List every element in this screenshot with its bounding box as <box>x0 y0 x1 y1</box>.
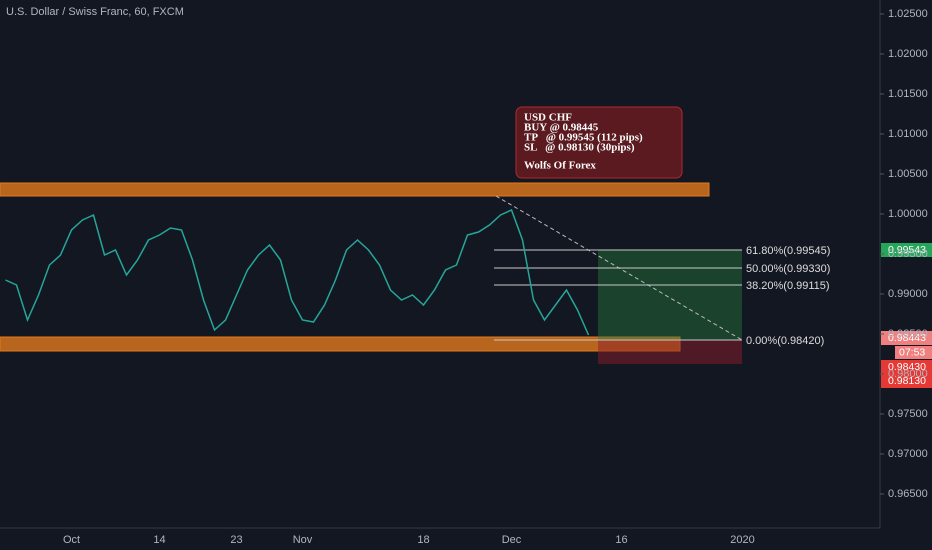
resistance-band <box>0 182 710 197</box>
y-tick-label: 0.98000 <box>888 368 928 380</box>
price-tag: 0.99543 <box>888 244 926 256</box>
x-tick-label: 16 <box>615 534 627 546</box>
x-tick-label: Dec <box>502 534 522 546</box>
fib-label: 50.00%(0.99330) <box>746 263 830 275</box>
x-tick-label: Nov <box>293 534 313 546</box>
note-line: TP @ 0.99545 (112 pips) <box>524 132 643 144</box>
countdown-tag: 07:53 <box>899 346 925 358</box>
note-line: USD CHF <box>524 112 572 124</box>
y-tick-label: 1.01000 <box>888 128 928 140</box>
price-tag-bg <box>881 374 932 388</box>
y-tick-label: 1.00000 <box>888 208 928 220</box>
x-tick-label: Oct <box>63 534 80 546</box>
y-tick-label: 1.00500 <box>888 168 928 180</box>
y-tick-label: 0.97000 <box>888 448 928 460</box>
x-tick-label: 23 <box>230 534 242 546</box>
price-tag-bg <box>895 346 932 359</box>
fib-label: 38.20%(0.99115) <box>746 280 830 292</box>
note-box: USD CHF BUY @ 0.98445 TP @ 0.99545 (112 … <box>515 106 683 179</box>
y-tick-label: 1.01500 <box>888 88 928 100</box>
y-tick-label: 0.96500 <box>888 488 928 500</box>
y-tick-label: 0.99500 <box>888 248 928 260</box>
note-background <box>515 106 683 179</box>
note-line: Wolfs Of Forex <box>524 160 596 172</box>
fib-label: 61.80%(0.99545) <box>746 245 830 257</box>
y-tick-label: 0.98500 <box>888 328 928 340</box>
y-tick-label: 0.97500 <box>888 408 928 420</box>
y-tick-label: 1.02500 <box>888 8 928 20</box>
profit-zone <box>598 250 742 340</box>
x-tick-label: 18 <box>417 534 429 546</box>
chart-title: U.S. Dollar / Swiss Franc, 60, FXCM <box>6 6 184 18</box>
note-line: BUY @ 0.98445 <box>524 122 599 134</box>
price-tag: 0.98430 <box>888 361 926 373</box>
y-tick-label: 1.02000 <box>888 48 928 60</box>
price-tag: 0.98443 <box>888 332 926 344</box>
y-tick-label: 0.99000 <box>888 288 928 300</box>
price-tag-bg <box>881 331 932 345</box>
price-line <box>5 208 590 336</box>
price-tag-bg <box>881 243 932 257</box>
price-tag: 0.98130 <box>888 375 926 387</box>
fib-label: 0.00%(0.98420) <box>746 335 824 347</box>
loss-zone <box>598 340 742 364</box>
support-band <box>0 336 681 352</box>
note-line: SL @ 0.98130 (30pips) <box>524 142 635 154</box>
x-tick-label: 14 <box>153 534 165 546</box>
x-tick-label: 2020 <box>730 534 754 546</box>
price-tag-bg <box>881 360 932 374</box>
